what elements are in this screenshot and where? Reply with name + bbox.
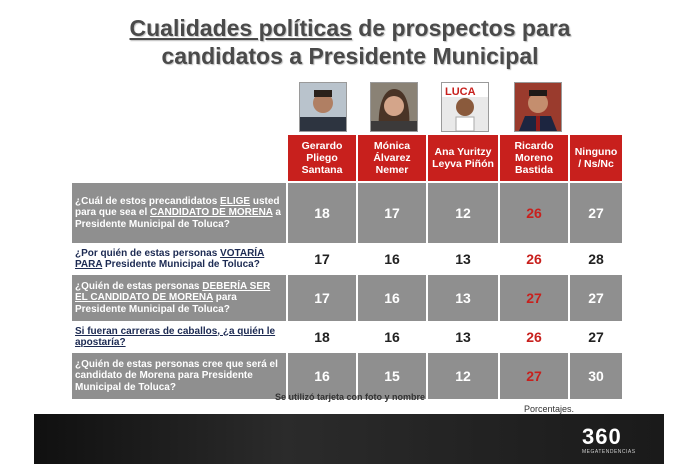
value-cell: 30 bbox=[570, 353, 622, 399]
value-cell: 17 bbox=[358, 183, 426, 243]
header-row: Gerardo Pliego Santana Mónica Álvarez Ne… bbox=[72, 135, 622, 181]
question-fragment: ¿Cuál de estos precandidatos bbox=[75, 195, 221, 207]
question-text: ¿Quién de estas personas DEBERÍA SER EL … bbox=[72, 275, 286, 321]
question-fragment: DEBERÍA SER EL CANDIDATO DE MORENA bbox=[75, 280, 271, 304]
header-gerardo: Gerardo Pliego Santana bbox=[288, 135, 356, 181]
title-underlined: Cualidades políticas bbox=[129, 15, 352, 41]
title-line1-rest: de prospectos para bbox=[351, 15, 571, 41]
svg-text:LUCA: LUCA bbox=[445, 86, 476, 98]
question-fragment: usted para que sea el bbox=[75, 195, 280, 219]
value-cell: 26 bbox=[500, 183, 568, 243]
value-cell: 17 bbox=[288, 275, 356, 321]
question-fragment: ¿Quién de estas personas cree que será e… bbox=[75, 358, 278, 393]
question-fragment: CANDIDATO DE MORENA bbox=[150, 207, 273, 219]
question-text: ¿Quién de estas personas cree que será e… bbox=[72, 353, 286, 399]
header-monica: Mónica Álvarez Nemer bbox=[358, 135, 426, 181]
question-fragment: Si fueran carreras de caballos, ¿a quién… bbox=[75, 325, 276, 349]
value-cell: 27 bbox=[570, 323, 622, 351]
question-text: ¿Cuál de estos precandidatos ELIGE usted… bbox=[72, 183, 286, 243]
value-cell: 18 bbox=[288, 183, 356, 243]
value-cell: 27 bbox=[570, 183, 622, 243]
footer-bar bbox=[34, 414, 664, 464]
value-cell: 15 bbox=[358, 353, 426, 399]
header-ninguno: Ninguno / Ns/Nc bbox=[570, 135, 622, 181]
title-line2: candidatos a Presidente Municipal bbox=[161, 43, 539, 69]
value-cell: 27 bbox=[570, 275, 622, 321]
value-cell: 16 bbox=[358, 245, 426, 273]
question-fragment: ELIGE bbox=[220, 195, 251, 207]
photo-gerardo bbox=[299, 82, 347, 132]
value-cell: 13 bbox=[428, 275, 498, 321]
value-cell: 26 bbox=[500, 245, 568, 273]
value-cell: 16 bbox=[288, 353, 356, 399]
question-row: Si fueran carreras de caballos, ¿a quién… bbox=[72, 323, 622, 351]
logo-subtitle: MEGATENDENCIAS bbox=[582, 449, 636, 455]
question-fragment: ¿Quién de estas personas bbox=[75, 280, 203, 292]
results-table: Gerardo Pliego Santana Mónica Álvarez Ne… bbox=[70, 133, 624, 401]
value-cell: 13 bbox=[428, 323, 498, 351]
value-cell: 26 bbox=[500, 323, 568, 351]
value-cell: 13 bbox=[428, 245, 498, 273]
question-fragment: para Presidente Municipal de Toluca? bbox=[75, 292, 237, 315]
header-ana: Ana Yuritzy Leyva Piñón bbox=[428, 135, 498, 181]
value-cell: 12 bbox=[428, 183, 498, 243]
footer-label: Porcentajes. bbox=[524, 404, 575, 414]
slide-title: Cualidades políticas de prospectos para … bbox=[0, 14, 700, 70]
header-ricardo: Ricardo Moreno Bastida bbox=[500, 135, 568, 181]
question-row: ¿Quién de estas personas DEBERÍA SER EL … bbox=[72, 275, 622, 321]
question-fragment: a Presidente Municipal de Toluca? bbox=[75, 207, 281, 230]
question-text: Si fueran carreras de caballos, ¿a quién… bbox=[72, 323, 286, 351]
value-cell: 12 bbox=[428, 353, 498, 399]
value-cell: 27 bbox=[500, 275, 568, 321]
question-row: ¿Cuál de estos precandidatos ELIGE usted… bbox=[72, 183, 622, 243]
question-row: ¿Por quién de estas personas VOTARÍA PAR… bbox=[72, 245, 622, 273]
question-fragment: VOTARÍA PARA bbox=[75, 247, 265, 271]
question-text: ¿Por quién de estas personas VOTARÍA PAR… bbox=[72, 245, 286, 273]
header-empty bbox=[72, 135, 286, 181]
logo-360: 360 bbox=[582, 424, 622, 449]
value-cell: 18 bbox=[288, 323, 356, 351]
value-cell: 16 bbox=[358, 323, 426, 351]
question-row: ¿Quién de estas personas cree que será e… bbox=[72, 353, 622, 399]
value-cell: 27 bbox=[500, 353, 568, 399]
value-cell: 17 bbox=[288, 245, 356, 273]
photo-monica bbox=[370, 82, 418, 132]
question-fragment: Presidente Municipal de Toluca? bbox=[102, 259, 260, 270]
photo-ana: LUCA bbox=[441, 82, 489, 132]
value-cell: 16 bbox=[358, 275, 426, 321]
value-cell: 28 bbox=[570, 245, 622, 273]
photo-ricardo bbox=[514, 82, 562, 132]
question-fragment: ¿Por quién de estas personas bbox=[75, 247, 221, 259]
methodology-note: Se utilizó tarjeta con foto y nombre bbox=[274, 392, 426, 402]
